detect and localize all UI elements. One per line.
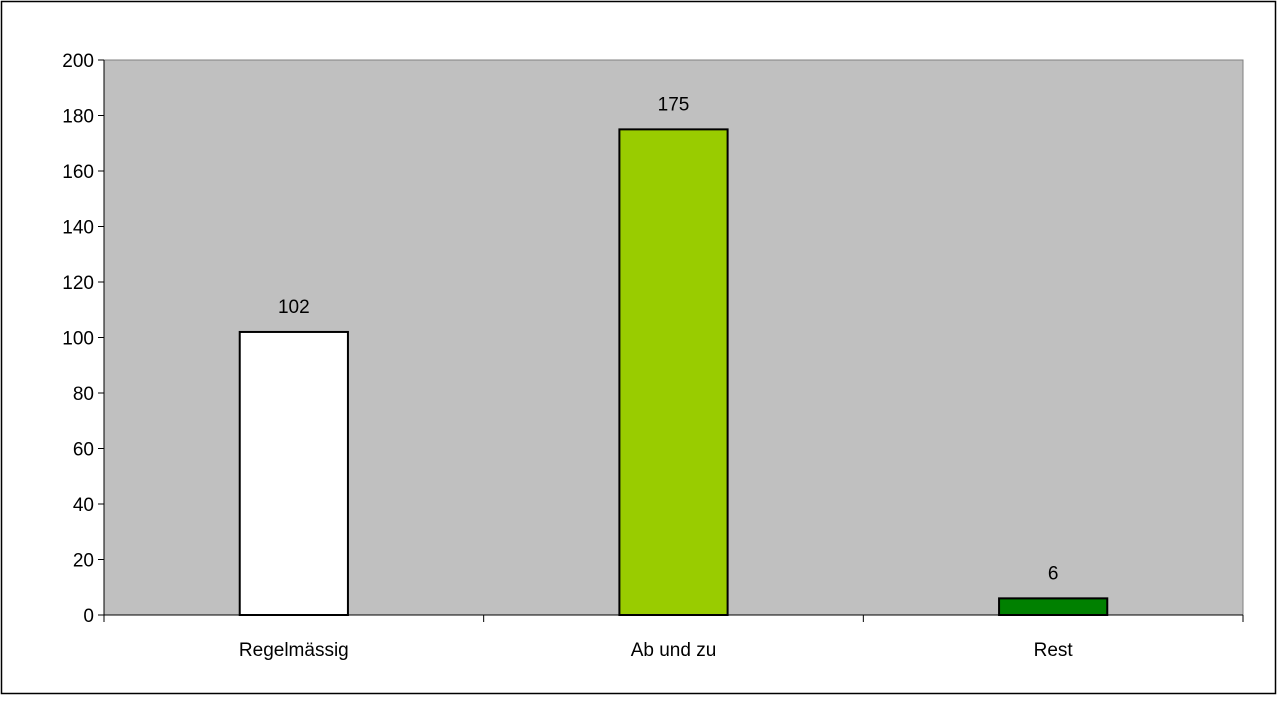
y-tick-label: 60 <box>73 440 94 461</box>
y-axis: 0 20 40 60 80 100 120 140 160 180 200 <box>62 51 105 627</box>
y-tick-label: 0 <box>83 606 94 627</box>
y-tick-label: 80 <box>73 384 94 405</box>
y-tick-label: 160 <box>62 162 94 183</box>
x-tick-label: Ab und zu <box>631 640 717 661</box>
bar <box>998 597 1109 616</box>
x-tick-label: Regelmässig <box>239 640 349 661</box>
x-tick-label: Rest <box>1034 640 1074 661</box>
y-tick-label: 200 <box>62 51 94 72</box>
y-tick-label: 180 <box>62 107 94 128</box>
bar <box>238 330 349 616</box>
y-tick-label: 40 <box>73 495 94 516</box>
y-tick-label: 20 <box>73 551 94 572</box>
data-labels: 102 175 6 <box>278 94 1058 584</box>
bars <box>238 128 1109 616</box>
bar <box>618 128 729 616</box>
y-tick-label: 100 <box>62 329 94 350</box>
y-tick-label: 120 <box>62 273 94 294</box>
data-label: 175 <box>658 94 690 115</box>
data-label: 102 <box>278 297 310 318</box>
y-tick-label: 140 <box>62 218 94 239</box>
data-label: 6 <box>1048 563 1059 584</box>
